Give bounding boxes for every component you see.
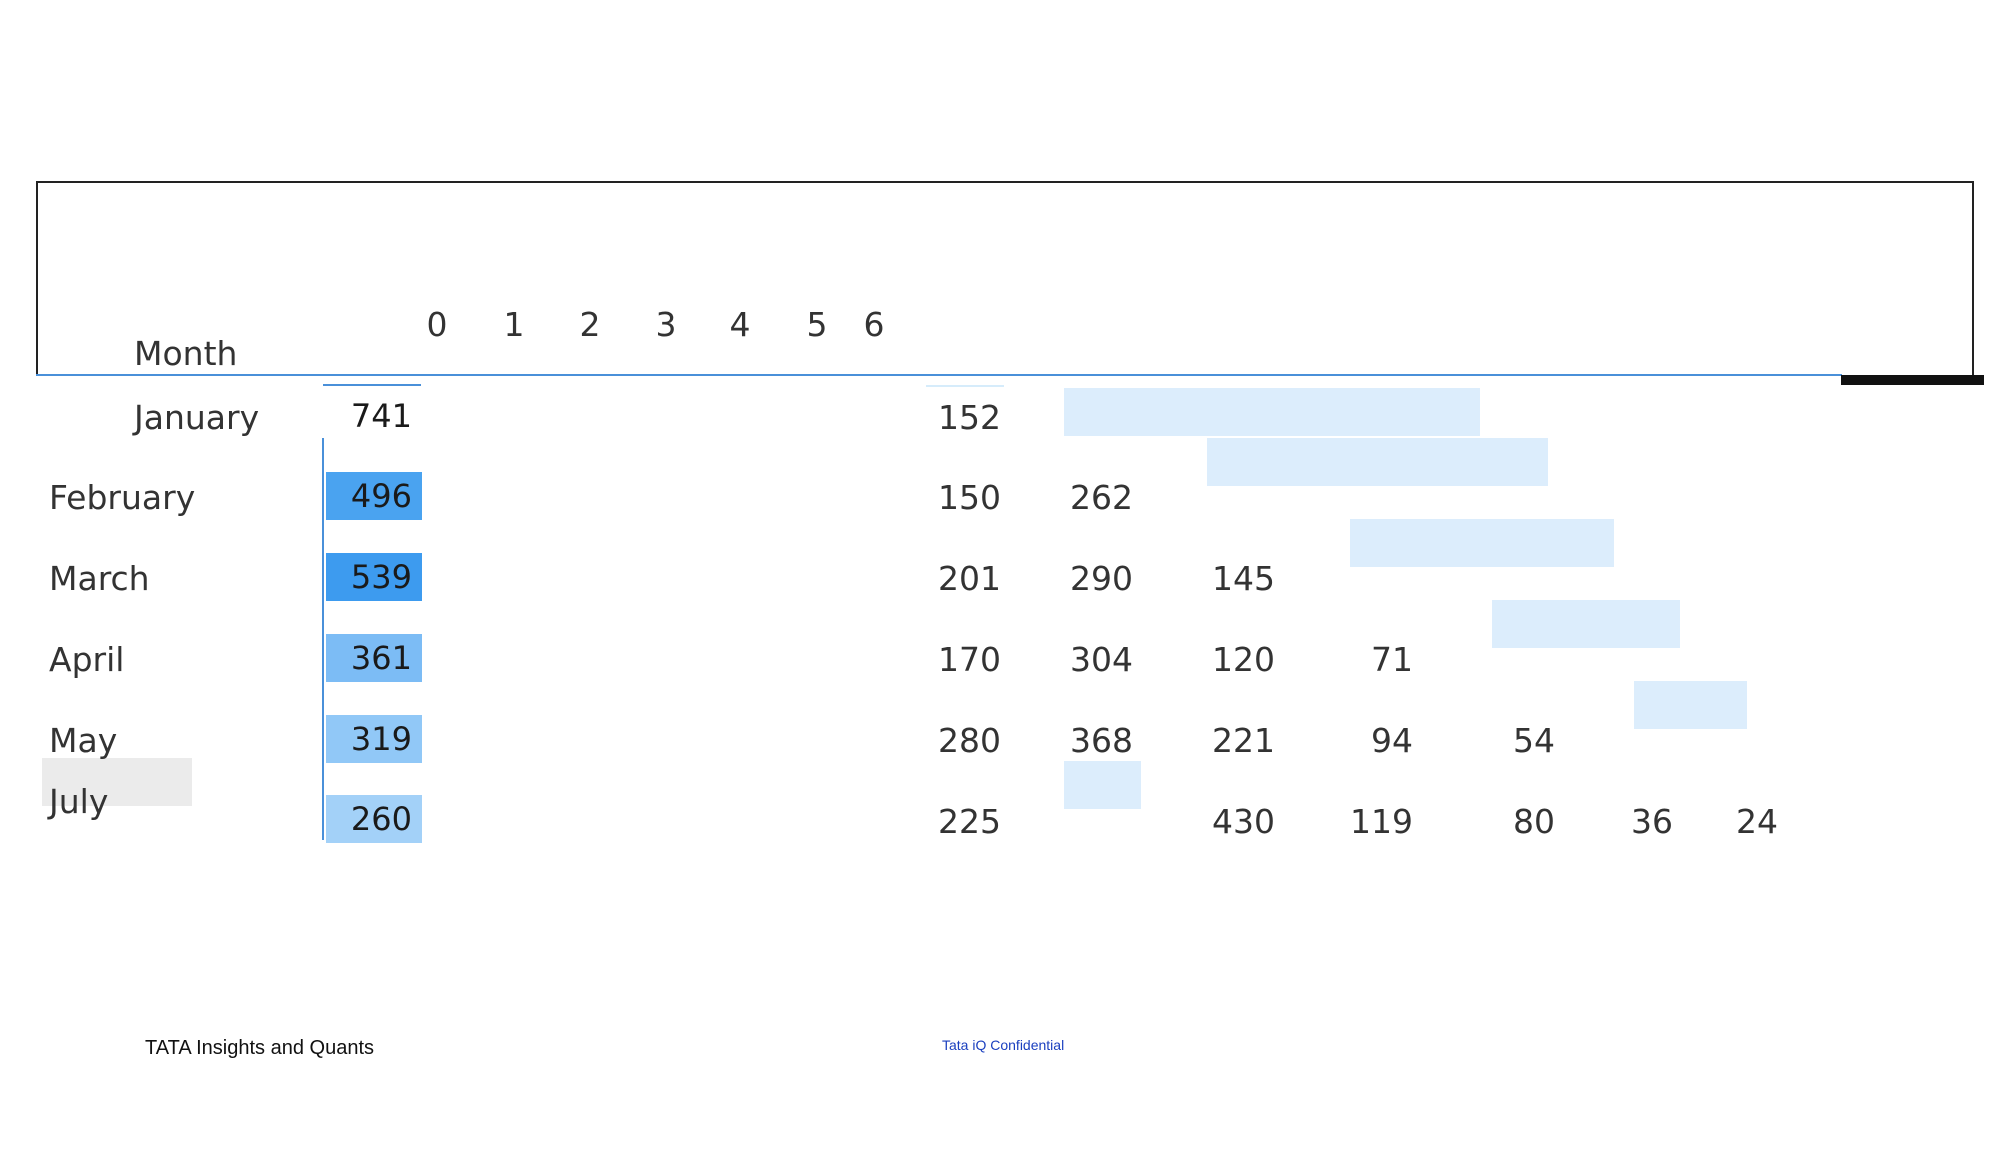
footer-company-name: TATA Insights and Quants [145,1037,375,1059]
total-column-axis [322,438,324,840]
column-header-3: 3 [655,305,677,344]
total-column-top-rule [323,384,421,386]
shade-block [1634,681,1747,729]
cohort-value: 150 [938,478,1001,517]
cohort-value: 262 [1070,478,1133,517]
total-value-cell: 260 [326,795,422,843]
column-header-0: 0 [426,305,448,344]
cohort-value: 36 [1631,802,1673,841]
cohort-value: 170 [938,640,1001,679]
total-value-cell: 496 [326,472,422,520]
column-header-1: 1 [503,305,525,344]
row-month-label: May [49,721,118,760]
cohort-value: 290 [1070,559,1133,598]
cohort-value: 430 [1212,802,1275,841]
cohort-value: 54 [1513,721,1555,760]
header-divider [36,374,1842,376]
cohort-value: 280 [938,721,1001,760]
cohort-value: 145 [1212,559,1275,598]
shade-block [1350,519,1614,567]
cohort-value: 304 [1070,640,1133,679]
row-month-label: February [49,478,196,517]
cohort-value: 225 [938,802,1001,841]
cohort-value: 120 [1212,640,1275,679]
cohort-value: 368 [1070,721,1133,760]
header-frame [36,181,1974,375]
row-highlight [42,758,192,806]
total-value-cell: 741 [326,392,422,440]
total-value-cell: 361 [326,634,422,682]
column-header-6: 6 [863,305,885,344]
shade-block [1064,761,1141,809]
cohort-column-top-rule [926,385,1004,387]
shade-block [1492,600,1680,648]
footer-confidential-label: Tata iQ Confidential [942,1037,1065,1053]
month-column-header: Month [134,334,238,373]
column-header-2: 2 [579,305,601,344]
cohort-value: 201 [938,559,1001,598]
header-divider-accent [1841,375,1984,385]
cohort-value: 24 [1736,802,1778,841]
cohort-value: 71 [1371,640,1413,679]
total-value-cell: 539 [326,553,422,601]
cohort-value: 94 [1371,721,1413,760]
cohort-value: 119 [1350,802,1413,841]
row-month-label: January [134,398,260,437]
cohort-value: 152 [938,398,1001,437]
column-header-5: 5 [806,305,828,344]
cohort-value: 221 [1212,721,1275,760]
shade-block [1064,388,1480,436]
total-value-cell: 319 [326,715,422,763]
row-month-label: July [49,782,109,821]
row-month-label: April [49,640,125,679]
cohort-value: 80 [1513,802,1555,841]
shade-block [1207,438,1548,486]
column-header-4: 4 [729,305,751,344]
row-month-label: March [49,559,150,598]
